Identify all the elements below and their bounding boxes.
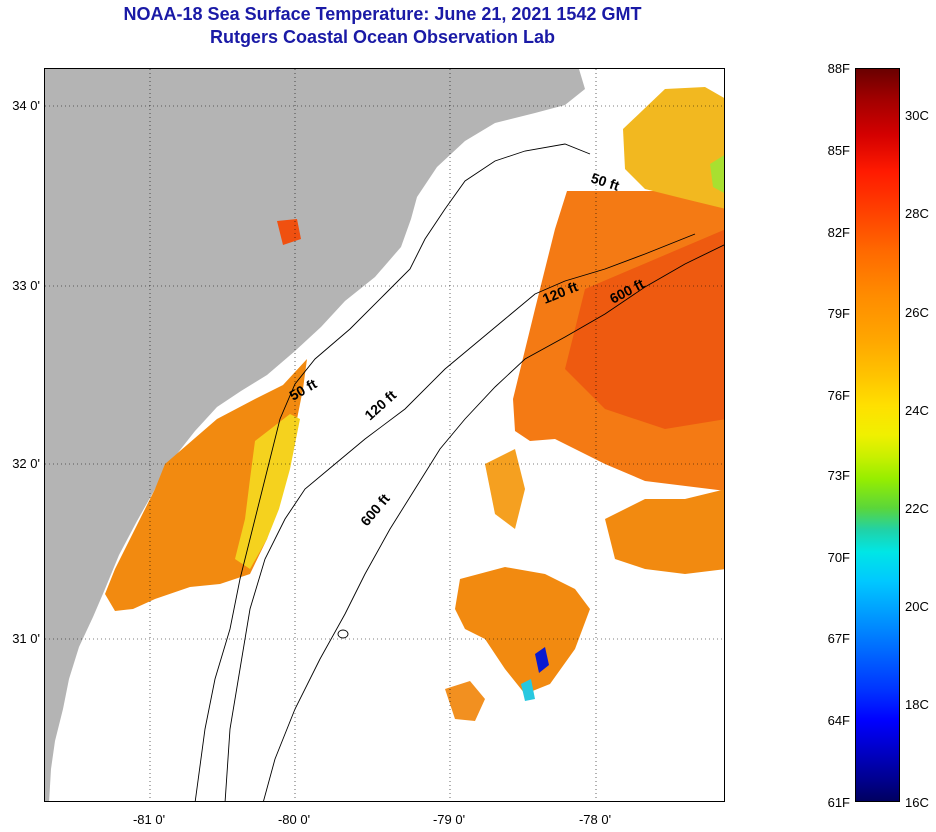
cbar-c-20: 20C [905,599,929,614]
cbar-f-67: 67F [827,631,850,646]
cbar-c-30: 30C [905,108,929,123]
cbar-f-61: 61F [827,795,850,810]
lon-label-81: -81 0' [132,812,166,827]
scattered-south-3 [445,681,485,721]
lat-label-31: 31 0' [12,631,40,646]
graticule [45,69,724,801]
cbar-c-28: 28C [905,206,929,221]
sst-map-canvas: 50 ft 50 ft 120 ft 120 ft 600 ft 600 ft [45,69,724,801]
lat-label-34: 34 0' [12,98,40,113]
cbar-f-76: 76F [827,388,850,403]
seamount-contour [337,629,349,639]
scattered-south-2 [485,449,525,529]
contour-50ft-line [194,143,591,801]
cbar-c-22: 22C [905,501,929,516]
cbar-c-18: 18C [905,697,929,712]
cold-spot [535,647,549,673]
chart-title: NOAA-18 Sea Surface Temperature: June 21… [123,4,642,24]
contour-label-600ft-south: 600 ft [357,490,393,529]
scattered-east [605,489,724,574]
lat-label-32: 32 0' [12,456,40,471]
cbar-f-88: 88F [827,61,850,76]
lon-label-78: -78 0' [578,812,612,827]
cbar-f-73: 73F [827,468,850,483]
land-mass [45,69,585,801]
cbar-c-16: 16C [905,795,929,810]
cbar-f-82: 82F [827,225,850,240]
temperature-colorbar [855,68,900,802]
sst-map[interactable]: 50 ft 50 ft 120 ft 120 ft 600 ft 600 ft [44,68,725,802]
scattered-south-1 [455,567,590,694]
lon-label-80: -80 0' [277,812,311,827]
contour-600ft-line [263,244,724,801]
lon-label-79: -79 0' [432,812,466,827]
bathymetry-contours [194,143,724,801]
cbar-c-24: 24C [905,403,929,418]
cbar-f-79: 79F [827,306,850,321]
cbar-f-70: 70F [827,550,850,565]
north-edge-green [710,155,724,193]
lat-label-33: 33 0' [12,278,40,293]
cool-spot [521,679,535,701]
offshore-swath-warm [565,229,724,429]
cbar-f-64: 64F [827,713,850,728]
chart-subtitle: Rutgers Coastal Ocean Observation Lab [209,27,556,47]
cbar-c-26: 26C [905,305,929,320]
contour-120ft-line [224,233,696,801]
cbar-f-85: 85F [827,143,850,158]
north-yellow-patch [623,87,724,209]
contour-label-50ft-north: 50 ft [589,170,622,194]
nearshore-yellow-patch [235,414,300,569]
sst-data-overlay [105,87,724,721]
